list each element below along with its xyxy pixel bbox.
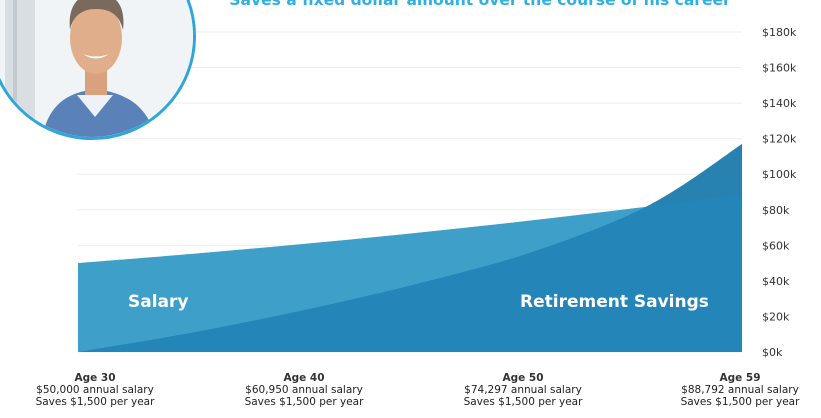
annotation-age: Age 30 (74, 372, 116, 384)
y-tick-label: $80k (762, 204, 790, 217)
y-axis-ticks: $0k $20k $40k $60k $80k $100k $120k $140k $160k $… (762, 26, 797, 359)
avatar (0, 0, 196, 140)
annotation-salary: $60,950 annual salary (245, 384, 363, 396)
annotation-age: Age 50 (502, 372, 544, 384)
annotation-saves: Saves $1,500 per year (680, 396, 800, 408)
y-tick-label: $160k (762, 62, 797, 75)
retirement-savings-area (78, 144, 742, 352)
annotation-age-59: Age 59 $88,792 annual salary Saves $1,50… (660, 372, 820, 408)
overlap-area (78, 144, 742, 352)
annotation-age-40: Age 40 $60,950 annual salary Saves $1,50… (224, 372, 384, 408)
annotation-age-50: Age 50 $74,297 annual salary Saves $1,50… (443, 372, 603, 408)
savings-series-label: Retirement Savings (520, 292, 709, 312)
annotation-salary: $74,297 annual salary (464, 384, 582, 396)
person-photo-icon (0, 0, 193, 137)
annotation-age: Age 40 (283, 372, 325, 384)
salary-series-label: Salary (128, 292, 189, 312)
annotation-saves: Saves $1,500 per year (35, 396, 155, 408)
annotation-saves: Saves $1,500 per year (463, 396, 583, 408)
y-tick-label: $100k (762, 168, 797, 181)
y-tick-label: $120k (762, 133, 797, 146)
y-tick-label: $60k (762, 239, 790, 252)
y-tick-label: $140k (762, 97, 797, 110)
y-tick-label: $180k (762, 26, 797, 39)
chart-subtitle: Saves a fixed dollar amount over the cou… (229, 0, 731, 9)
y-tick-label: $40k (762, 275, 790, 288)
annotation-age-30: Age 30 $50,000 annual salary Saves $1,50… (15, 372, 175, 408)
annotation-saves: Saves $1,500 per year (244, 396, 364, 408)
y-tick-label: $20k (762, 310, 790, 323)
annotation-salary: $50,000 annual salary (36, 384, 154, 396)
annotation-age: Age 59 (719, 372, 761, 384)
y-tick-label: $0k (762, 346, 783, 359)
annotation-salary: $88,792 annual salary (681, 384, 799, 396)
